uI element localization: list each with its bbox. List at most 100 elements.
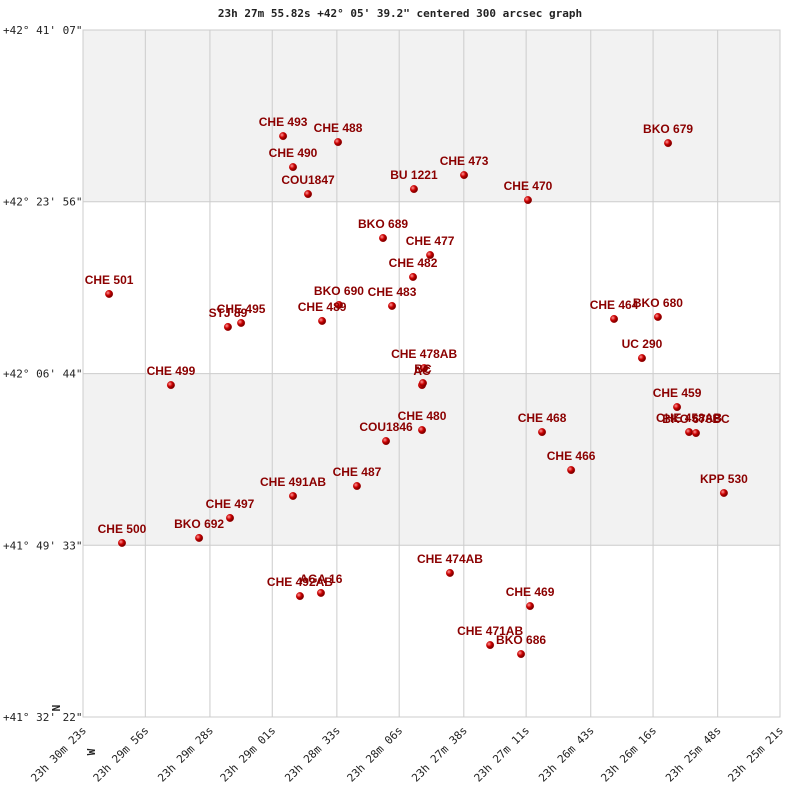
star-label: CHE 500 (98, 522, 147, 536)
x-tick-label: 23h 28m 33s (282, 724, 343, 785)
x-tick-label: 23h 26m 43s (536, 724, 597, 785)
star-point (223, 323, 232, 331)
star-label: BU 1221 (390, 168, 438, 182)
star-label: BKO 680 (633, 296, 683, 310)
x-tick-label: 23h 28m 06s (345, 724, 406, 785)
star-point (335, 301, 343, 309)
star-point (289, 163, 297, 172)
star-label: CHE 478AB (391, 347, 457, 361)
star-label: BKO 678BC (662, 412, 730, 426)
star-point (524, 196, 532, 204)
star-point (420, 364, 429, 373)
star-point (388, 302, 396, 310)
star-label: UC 290 (622, 337, 663, 351)
star-point (419, 379, 427, 388)
chart-title: 23h 27m 55.82s +42° 05' 39.2" centered 3… (218, 7, 582, 20)
star-label: KPP 530 (700, 472, 748, 486)
plot-band (83, 373, 780, 546)
star-label: BKO 679 (643, 122, 693, 136)
star-point (353, 482, 361, 490)
star-label: CHE 492AB (267, 575, 333, 589)
star-point (653, 313, 662, 321)
compass-label: N (50, 705, 63, 712)
star-label: CHE 469 (506, 585, 555, 599)
star-label: CHE 474AB (417, 552, 483, 566)
star-point (118, 539, 126, 547)
star-label: BKO 690 (314, 284, 364, 298)
x-tick-label: 23h 26m 16s (598, 724, 659, 785)
star-point (685, 428, 694, 436)
star-point (382, 437, 390, 445)
x-tick-label: 23h 27m 38s (409, 724, 470, 785)
star-point (692, 429, 700, 437)
star-label: STJ 89 (209, 306, 248, 320)
star-point (719, 489, 728, 497)
star-point (418, 426, 426, 434)
star-label: CHE 499 (147, 364, 196, 378)
star-point (237, 319, 246, 327)
star-point (304, 190, 312, 198)
y-tick-label: +42° 06' 44" (3, 368, 82, 381)
star-label: CHE 491AB (260, 475, 326, 489)
star-point (538, 428, 547, 436)
y-tick-label: +41° 32' 22" (3, 711, 82, 724)
star-point (166, 381, 175, 390)
star-point (673, 403, 682, 412)
star-label: CHE 490 (269, 146, 318, 160)
star-label: CHE 473 (440, 154, 489, 168)
star-point (446, 568, 454, 577)
star-point (610, 315, 619, 323)
plot-band (83, 30, 780, 202)
x-tick-label: 23h 25m 21s (725, 724, 786, 785)
star-label: BKO 692 (174, 517, 224, 531)
star-point (289, 492, 297, 500)
star-label: CHE 477 (406, 234, 455, 248)
star-point (295, 592, 304, 601)
x-tick-label: 23h 30m 23s (28, 724, 89, 785)
star-point (426, 251, 435, 259)
star-label: CHE 483 (368, 285, 417, 299)
star-point (279, 132, 288, 141)
star-label: CHE 487 (333, 465, 382, 479)
star-point (105, 290, 114, 298)
star-point (517, 650, 525, 658)
star-label: CHE 488 (314, 121, 363, 135)
star-label: BKO 686 (496, 633, 546, 647)
star-label: CHE 489 (298, 300, 347, 314)
star-point (334, 138, 342, 147)
star-label: CHE 471AB (457, 624, 523, 638)
x-tick-label: 23h 29m 28s (155, 724, 216, 785)
star-point (226, 514, 234, 522)
star-point (379, 234, 387, 242)
star-point (316, 588, 325, 597)
star-point (460, 171, 468, 180)
star-point (410, 185, 418, 194)
star-label: CHE 501 (85, 273, 134, 287)
x-tick-label: 23h 27m 11s (472, 724, 533, 785)
star-label: AGA 16 (299, 572, 342, 586)
star-label: CHE 458AB (656, 411, 722, 425)
x-tick-label: 23h 25m 48s (663, 724, 724, 785)
compass-label: W (85, 748, 98, 755)
star-point (526, 602, 534, 611)
plot-band (83, 201, 780, 374)
star-label: CHE 495 (217, 302, 266, 316)
star-label: CHE 493 (259, 115, 308, 129)
star-label: COU1846 (359, 420, 413, 434)
star-label: COU1847 (281, 173, 335, 187)
star-point (195, 534, 204, 542)
star-label: CHE 497 (206, 497, 255, 511)
star-point (409, 273, 417, 281)
y-tick-label: +42° 23' 56" (3, 196, 82, 209)
star-label: AC (413, 364, 431, 378)
x-tick-label: 23h 29m 56s (91, 724, 152, 785)
star-point (638, 354, 646, 363)
star-label: CHE 470 (504, 179, 553, 193)
star-point (486, 641, 495, 650)
star-point (567, 466, 576, 474)
y-tick-label: +41° 49' 33" (3, 539, 82, 552)
star-label: CHE 482 (389, 256, 438, 270)
star-label: CHE 468 (518, 411, 567, 425)
plot-band (83, 545, 780, 717)
